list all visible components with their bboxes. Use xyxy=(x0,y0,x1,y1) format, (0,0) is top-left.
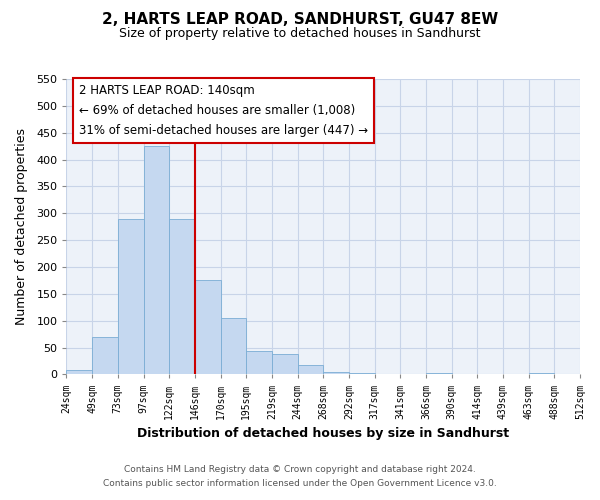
Bar xyxy=(246,352,272,374)
Bar xyxy=(67,370,92,374)
X-axis label: Distribution of detached houses by size in Sandhurst: Distribution of detached houses by size … xyxy=(137,427,509,440)
Text: Contains HM Land Registry data © Crown copyright and database right 2024.
Contai: Contains HM Land Registry data © Crown c… xyxy=(103,466,497,487)
Bar xyxy=(92,337,118,374)
Text: 2, HARTS LEAP ROAD, SANDHURST, GU47 8EW: 2, HARTS LEAP ROAD, SANDHURST, GU47 8EW xyxy=(102,12,498,28)
Y-axis label: Number of detached properties: Number of detached properties xyxy=(15,128,28,325)
Bar xyxy=(169,218,195,374)
Bar xyxy=(143,146,169,374)
Bar xyxy=(118,218,143,374)
Bar xyxy=(272,354,298,374)
Text: Size of property relative to detached houses in Sandhurst: Size of property relative to detached ho… xyxy=(119,28,481,40)
Bar xyxy=(195,280,221,374)
Text: 2 HARTS LEAP ROAD: 140sqm
← 69% of detached houses are smaller (1,008)
31% of se: 2 HARTS LEAP ROAD: 140sqm ← 69% of detac… xyxy=(79,84,368,138)
Bar xyxy=(298,364,323,374)
Bar xyxy=(529,373,554,374)
Bar xyxy=(323,372,349,374)
Bar xyxy=(221,318,246,374)
